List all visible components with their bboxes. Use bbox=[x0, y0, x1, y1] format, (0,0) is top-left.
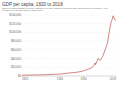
y-tick-label: $100,000 bbox=[9, 30, 21, 34]
grid-line bbox=[22, 23, 116, 24]
y-tick-label: $80,000 bbox=[11, 39, 22, 43]
y-tick-label: $40,000 bbox=[11, 57, 22, 61]
x-tick-label: 1820 bbox=[22, 77, 29, 81]
chart: GDP per capita, 1820 to 2018GDP per capi… bbox=[0, 0, 120, 85]
line bbox=[22, 16, 116, 75]
x-tick-label: 1950 bbox=[81, 77, 88, 81]
y-tick-label: $140,000 bbox=[9, 13, 21, 17]
x-axis bbox=[22, 76, 116, 77]
grid-line bbox=[22, 15, 116, 16]
subtitle-line: measured in international-$ in 2011 pric… bbox=[2, 9, 44, 11]
subtitle: GDP per capita adjusted for price change… bbox=[2, 7, 108, 12]
y-tick-label: $60,000 bbox=[11, 48, 22, 52]
grid-line bbox=[22, 67, 116, 68]
y-tick-label: $20,000 bbox=[11, 65, 22, 69]
y-tick-label: $0 bbox=[18, 74, 22, 78]
grid-line bbox=[22, 32, 116, 33]
grid-line bbox=[22, 76, 116, 77]
grid-line bbox=[22, 49, 116, 50]
plot bbox=[22, 16, 116, 75]
x-tick-label: 2018 bbox=[110, 77, 117, 81]
x-tick-label: 1900 bbox=[57, 77, 64, 81]
grid-line bbox=[22, 41, 116, 42]
y-tick-label: $120,000 bbox=[9, 22, 21, 26]
